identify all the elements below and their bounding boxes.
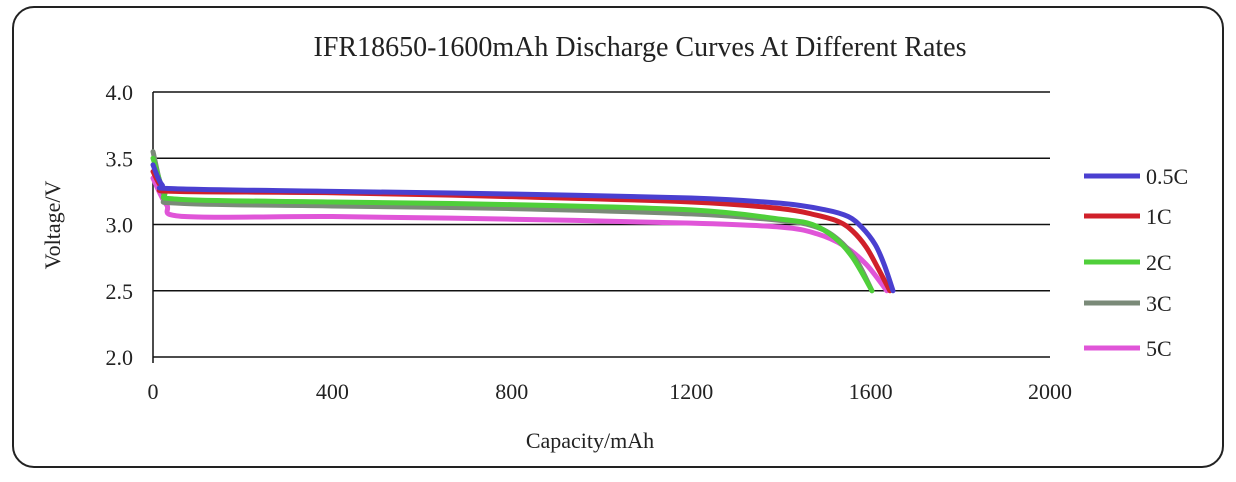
y-axis-label: Voltage/V [40,180,65,269]
y-tick-label: 3.0 [106,213,134,238]
chart-title: IFR18650-1600mAh Discharge Curves At Dif… [314,32,967,63]
legend-label: 2C [1146,250,1172,275]
legend-label: 3C [1146,291,1172,316]
legend-label: 1C [1146,204,1172,229]
x-tick-label: 0 [148,379,159,404]
legend-label: 5C [1146,336,1172,361]
x-axis-label: Capacity/mAh [526,428,654,453]
y-tick-label: 2.5 [106,279,134,304]
series-line-2C [150,155,875,294]
y-tick-label: 2.0 [106,345,134,370]
x-tick-label: 2000 [1028,379,1072,404]
y-tick-label: 4.0 [106,80,134,105]
x-tick-label: 400 [316,379,349,404]
x-tick-label: 800 [495,379,528,404]
series-line-0.5C [150,162,896,294]
y-tick-label: 3.5 [106,146,134,171]
legend-label: 0.5C [1146,164,1188,189]
chart-frame [12,6,1224,468]
x-tick-label: 1200 [669,379,713,404]
x-tick-label: 1600 [849,379,893,404]
